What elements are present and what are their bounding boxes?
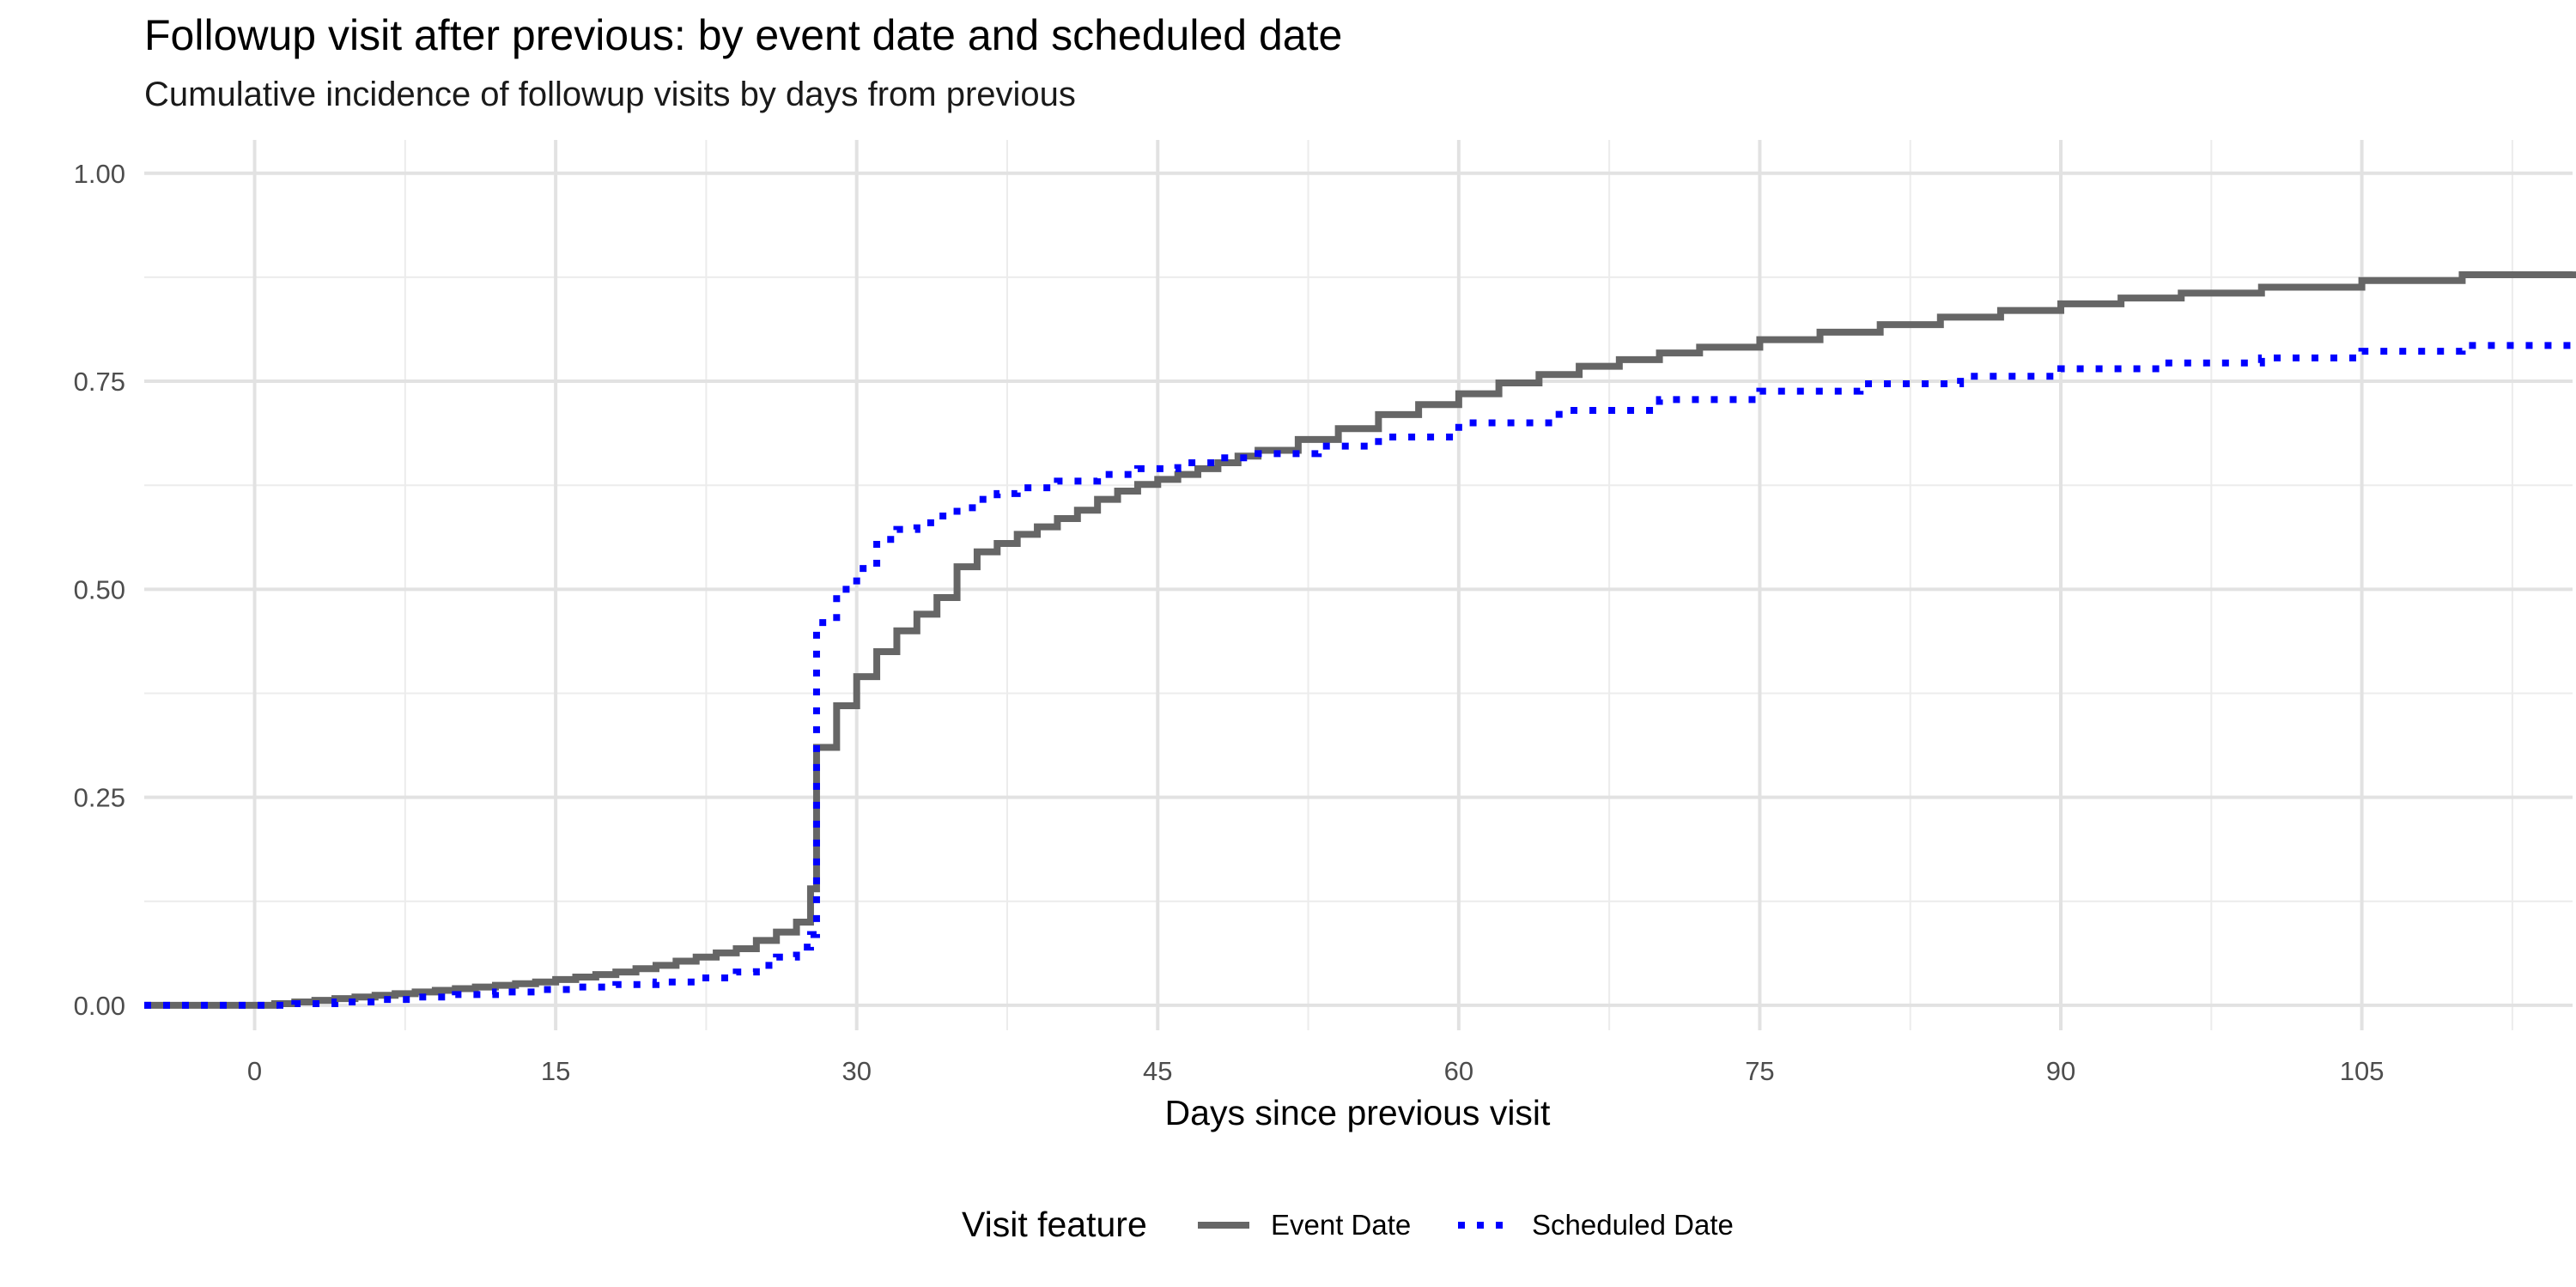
legend: Visit feature Event Date Scheduled Date [962,1205,1734,1244]
y-tick-label: 0.75 [74,367,125,397]
chart-title: Followup visit after previous: by event … [144,11,1343,59]
series-line-event-date [144,271,2576,1009]
x-tick-label: 75 [1745,1056,1774,1086]
y-tick-label: 0.00 [74,991,125,1021]
x-tick-label: 0 [247,1056,262,1086]
x-tick-label: 45 [1143,1056,1172,1086]
x-tick-label: 90 [2046,1056,2075,1086]
legend-label-event-date: Event Date [1271,1209,1411,1241]
major-gridlines [144,140,2573,1030]
y-tick-label: 0.25 [74,783,125,813]
series-layer [144,271,2576,1009]
chart-subtitle: Cumulative incidence of followup visits … [144,76,1076,113]
y-tick-label: 1.00 [74,159,125,189]
x-tick-label: 60 [1444,1056,1473,1086]
legend-title: Visit feature [962,1205,1147,1244]
series-line-scheduled-date [144,339,2576,1009]
legend-label-scheduled-date: Scheduled Date [1532,1209,1734,1241]
x-tick-label: 15 [541,1056,570,1086]
x-tick-label: 105 [2340,1056,2385,1086]
y-axis-ticks: 0.00 0.25 0.50 0.75 1.00 [74,159,125,1021]
y-tick-label: 0.50 [74,574,125,604]
minor-gridlines [144,140,2573,1030]
x-axis-ticks: 0 15 30 45 60 75 90 105 [247,1056,2385,1086]
x-tick-label: 30 [841,1056,871,1086]
x-axis-title: Days since previous visit [1165,1093,1551,1132]
